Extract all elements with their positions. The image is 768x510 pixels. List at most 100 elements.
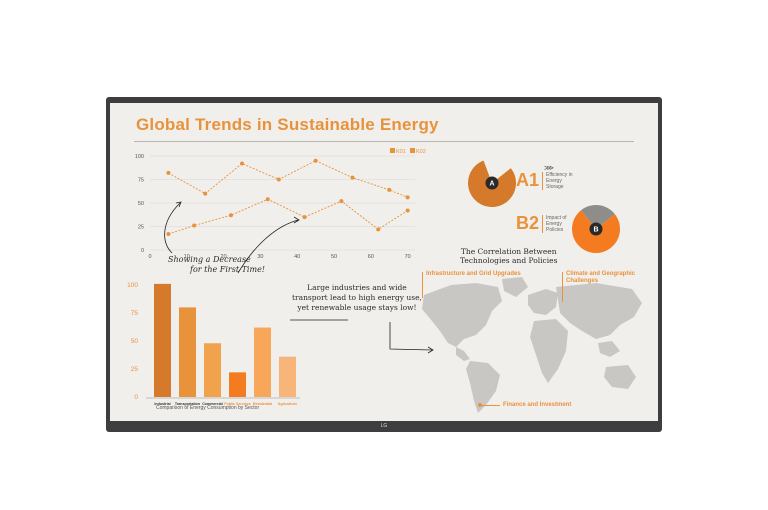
arrowhead-right <box>293 216 300 224</box>
kpi-a1-line1: Efficiency in <box>546 172 573 178</box>
infrastructure-label: Infrastructure and Grid Upgrades <box>426 271 521 277</box>
infrastructure-marker <box>422 272 423 298</box>
annotation-arrows <box>164 201 434 354</box>
world-map <box>422 277 642 413</box>
line-chart-x-tick: 20 <box>221 254 227 260</box>
arrowhead-up <box>175 201 182 208</box>
line-point-K01 <box>166 170 171 175</box>
bar-chart-y-tick: 75 <box>131 310 139 317</box>
line-point-K01 <box>313 158 318 163</box>
bar-category-label: Industrial <box>154 402 170 406</box>
map-north-america <box>422 283 502 347</box>
bar-chart-y-tick: 25 <box>131 366 139 373</box>
pie-slice <box>581 205 615 229</box>
map-note-line1: Large industries and wide <box>307 283 407 292</box>
bar-chart-y-tick: 100 <box>127 282 138 289</box>
kpi-b2-line1: Impact of <box>546 215 567 221</box>
line-point-K01 <box>350 175 355 180</box>
curved-arrow-up <box>164 202 181 254</box>
line-chart-x-tick: 70 <box>405 254 411 260</box>
bar-category-label: Residential <box>253 402 272 406</box>
line-point-K02 <box>192 223 197 228</box>
title-divider <box>134 141 634 142</box>
climate-label-line2: Challenges <box>566 278 599 284</box>
map-note-line2: transport lead to high energy use, <box>292 293 422 302</box>
map-note: Large industries and wide transport lead… <box>292 283 422 313</box>
line-point-K02 <box>405 208 410 213</box>
line-series-K02 <box>168 198 408 235</box>
climate-label-line1: Climate and Geographic <box>566 271 636 277</box>
map-australia <box>604 365 636 389</box>
kpi-a1-line2: Energy <box>546 178 562 184</box>
bar-chart-y-tick: 0 <box>134 394 138 401</box>
kpi-b2-bar <box>542 215 543 233</box>
line-chart-x-tick: 40 <box>294 254 300 260</box>
climate-label: Climate and Geographic Challenges <box>566 271 635 285</box>
map-central-america <box>456 347 470 361</box>
line-chart-x-tick: 60 <box>368 254 374 260</box>
bar-industrial <box>154 283 171 397</box>
line-chart-x-tick: 30 <box>257 254 263 260</box>
finance-marker-dot <box>478 403 482 407</box>
map-heading: The Correlation Between Technologies and… <box>460 247 557 265</box>
map-europe <box>528 289 558 315</box>
map-greenland <box>502 277 528 297</box>
kpi-a1-code: A1 <box>516 170 540 190</box>
bar-chart: 0 25 50 75 100 Industrial Transportation Commer… <box>127 282 300 406</box>
map-note-line3: yet renewable usage stays low! <box>297 303 417 312</box>
legend-swatch-K01 <box>390 148 395 153</box>
line-point-K02 <box>339 199 344 204</box>
map-heading-line1: The Correlation Between <box>460 247 557 256</box>
pie-badge-label: B <box>593 227 598 234</box>
line-annotation-text-2: for the First Time! <box>190 265 266 274</box>
line-point-K02 <box>166 232 171 237</box>
bar-category-label: Public Services <box>224 402 251 406</box>
line-annotation: Showing a Decrease for the First Time! <box>168 255 265 275</box>
line-chart-x-tick: 0 <box>148 254 151 260</box>
legend-swatch-K02 <box>410 148 415 153</box>
line-point-K02 <box>265 197 270 202</box>
bar-public-services <box>229 372 246 397</box>
map-southeast-asia <box>598 341 620 357</box>
line-series-K01 <box>168 160 408 198</box>
brand-logo: LG <box>380 423 388 429</box>
kpi-b2-description: Impact of Energy Policies <box>546 215 567 233</box>
line-chart-y-tick: 0 <box>141 248 144 254</box>
pie-chart-b2: B <box>572 205 620 253</box>
pie-chart-a1: A <box>468 159 516 207</box>
pie-badge <box>485 176 499 190</box>
kpi-a1-line3: Storage <box>546 184 564 190</box>
map-africa <box>530 319 568 383</box>
bar-chart-y-tick: 50 <box>131 338 139 345</box>
display-screen: Global Trends in Sustainable Energy 0 25 5… <box>110 103 658 421</box>
curved-arrow-right <box>237 219 299 274</box>
line-point-K02 <box>228 213 233 218</box>
bar-category-label: Transportation <box>175 402 200 406</box>
legend-label-K01: K01 <box>396 149 406 155</box>
map-south-america <box>466 361 500 413</box>
climate-marker <box>562 272 563 302</box>
line-chart-x-tick: 10 <box>184 254 190 260</box>
line-point-K02 <box>302 215 307 220</box>
kpi-a1-description: Efficiency in Energy Storage <box>546 172 573 190</box>
line-point-K02 <box>376 227 381 232</box>
line-chart-y-tick: 25 <box>138 225 144 231</box>
line-point-K01 <box>405 195 410 200</box>
line-chart-y-tick: 50 <box>138 201 144 207</box>
finance-label: Finance and Investment <box>503 402 572 408</box>
line-chart-x-tick: 50 <box>331 254 337 260</box>
bar-agriculture <box>279 356 296 397</box>
line-chart-y-tick: 100 <box>135 154 144 160</box>
page-title: Global Trends in Sustainable Energy <box>136 115 439 134</box>
kpi-b2-line3: Policies <box>546 227 564 233</box>
line-chart: 0 25 50 75 100 0 10 20 30 40 50 60 70 K01 K02 <box>135 148 426 260</box>
bar-residential <box>254 327 271 397</box>
line-point-K01 <box>276 177 281 182</box>
map-asia <box>556 283 642 339</box>
kpi-a1-arrows: ⋙ <box>544 165 554 172</box>
map-pointer-head <box>427 346 434 354</box>
pie-badge-label: A <box>489 181 494 188</box>
legend-label-K02: K02 <box>416 149 426 155</box>
finance-marker-line <box>480 405 500 406</box>
line-annotation-text-1: Showing a Decrease <box>168 255 251 264</box>
